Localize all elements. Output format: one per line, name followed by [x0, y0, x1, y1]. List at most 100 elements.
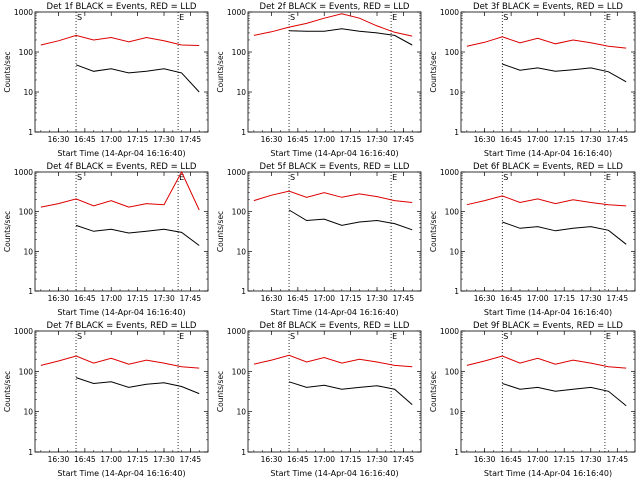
lld-series-line — [253, 13, 413, 37]
x-tick-label: 17:30 — [153, 455, 175, 464]
y-tick-label: 100 — [19, 367, 34, 376]
lld-series-line — [40, 355, 200, 369]
time-marker-label: S — [77, 173, 82, 182]
panel-title: Det 9f BLACK = Events, RED = LLD — [473, 321, 623, 331]
y-tick-label: 1000 — [14, 327, 33, 336]
events-series-line — [288, 209, 413, 231]
y-tick-label: 10 — [23, 408, 33, 417]
x-tick-label: 17:00 — [313, 455, 335, 464]
plot-frame — [460, 330, 636, 453]
panel-title: Det 1f BLACK = Events, RED = LLD — [47, 2, 197, 12]
x-tick-label: 16:30 — [48, 135, 70, 144]
events-series-line — [75, 64, 200, 93]
events-series-line — [502, 383, 627, 407]
y-tick-label: 10 — [449, 88, 459, 97]
y-tick-label: 1 — [28, 128, 33, 137]
x-tick-label: 16:30 — [474, 455, 496, 464]
y-tick-label: 1000 — [440, 8, 459, 17]
time-marker-label: E — [179, 13, 184, 22]
x-tick-label: 17:45 — [180, 455, 202, 464]
plot-frame — [247, 330, 422, 453]
x-tick-label: 17:30 — [366, 294, 388, 303]
events-series-line — [289, 28, 413, 46]
x-tick-label: 16:45 — [74, 135, 96, 144]
x-axis-label: Start Time (14-Apr-04 16:16:40) — [484, 149, 612, 158]
y-tick-label: 1 — [241, 287, 246, 296]
detector-panel-2: Det 2f BLACK = Events, RED = LLD 1 10 100 10… — [216, 2, 422, 158]
events-series-line — [75, 224, 200, 246]
lld-series-line — [466, 355, 627, 369]
x-tick-label: 17:00 — [527, 455, 549, 464]
y-tick-label: 1000 — [440, 168, 459, 177]
y-tick-label: 1 — [241, 448, 246, 457]
y-tick-label: 1000 — [14, 8, 33, 17]
y-tick-label: 1 — [28, 448, 33, 457]
x-axis-label: Start Time (14-Apr-04 16:16:40) — [484, 308, 612, 317]
x-tick-label: 16:30 — [48, 455, 70, 464]
panel-title: Det 3f BLACK = Events, RED = LLD — [473, 2, 623, 12]
y-tick-label: 100 — [445, 367, 460, 376]
detector-panel-8: Det 8f BLACK = Events, RED = LLD 1 10 100 10… — [216, 321, 422, 478]
x-tick-label: 17:15 — [127, 135, 149, 144]
x-tick-label: 17:00 — [100, 294, 122, 303]
plot-frame — [460, 11, 636, 133]
y-tick-label: 100 — [445, 48, 460, 57]
x-tick-label: 17:00 — [100, 455, 122, 464]
y-tick-label: 100 — [232, 208, 247, 217]
y-tick-label: 100 — [19, 208, 34, 217]
x-tick-label: 17:45 — [393, 294, 415, 303]
plot-frame — [460, 171, 636, 292]
y-tick-label: 10 — [449, 247, 459, 256]
y-tick-label: 100 — [19, 48, 34, 57]
plot-frame — [247, 171, 422, 292]
y-axis-label: Counts/sec — [3, 51, 12, 92]
lld-series-line — [253, 190, 413, 203]
x-tick-label: 16:45 — [74, 455, 96, 464]
x-tick-label: 17:00 — [527, 135, 549, 144]
x-tick-label: 16:30 — [48, 294, 70, 303]
time-marker-label: S — [290, 332, 295, 341]
x-tick-label: 16:30 — [261, 294, 283, 303]
time-marker-label: E — [392, 332, 397, 341]
y-axis-label: Counts/sec — [429, 211, 438, 252]
x-tick-label: 17:15 — [553, 135, 575, 144]
y-tick-label: 1000 — [227, 327, 246, 336]
x-tick-label: 16:30 — [474, 294, 496, 303]
y-tick-label: 10 — [236, 408, 246, 417]
lld-series-line — [466, 36, 627, 49]
x-tick-label: 17:00 — [313, 294, 335, 303]
y-axis-label: Counts/sec — [429, 51, 438, 92]
time-marker-label: S — [77, 13, 82, 22]
y-tick-label: 10 — [449, 408, 459, 417]
y-axis-label: Counts/sec — [216, 211, 225, 252]
panel-title: Det 6f BLACK = Events, RED = LLD — [473, 162, 623, 172]
lld-series-line — [40, 34, 200, 46]
y-tick-label: 1 — [454, 128, 459, 137]
time-marker-label: E — [392, 13, 397, 22]
x-axis-label: Start Time (14-Apr-04 16:16:40) — [270, 469, 398, 478]
time-marker-label: S — [503, 13, 508, 22]
time-marker-label: E — [606, 13, 611, 22]
x-tick-label: 17:30 — [366, 135, 388, 144]
x-tick-label: 17:30 — [153, 135, 175, 144]
lld-series-line — [40, 170, 200, 211]
time-marker-label: E — [179, 332, 184, 341]
plot-frame — [34, 171, 209, 292]
x-tick-label: 17:15 — [553, 294, 575, 303]
x-tick-label: 16:45 — [74, 294, 96, 303]
panel-title: Det 2f BLACK = Events, RED = LLD — [260, 2, 410, 12]
time-marker-label: S — [290, 173, 295, 182]
x-tick-label: 17:30 — [580, 294, 602, 303]
x-tick-label: 17:45 — [393, 455, 415, 464]
x-tick-label: 17:15 — [553, 455, 575, 464]
y-tick-label: 1 — [241, 128, 246, 137]
x-tick-label: 16:30 — [261, 135, 283, 144]
y-axis-label: Counts/sec — [216, 371, 225, 412]
lld-series-line — [253, 354, 413, 368]
y-tick-label: 100 — [445, 208, 460, 217]
events-series-line — [75, 377, 200, 395]
x-axis-label: Start Time (14-Apr-04 16:16:40) — [270, 308, 398, 317]
time-marker-label: E — [392, 173, 397, 182]
plot-frame — [34, 330, 209, 453]
